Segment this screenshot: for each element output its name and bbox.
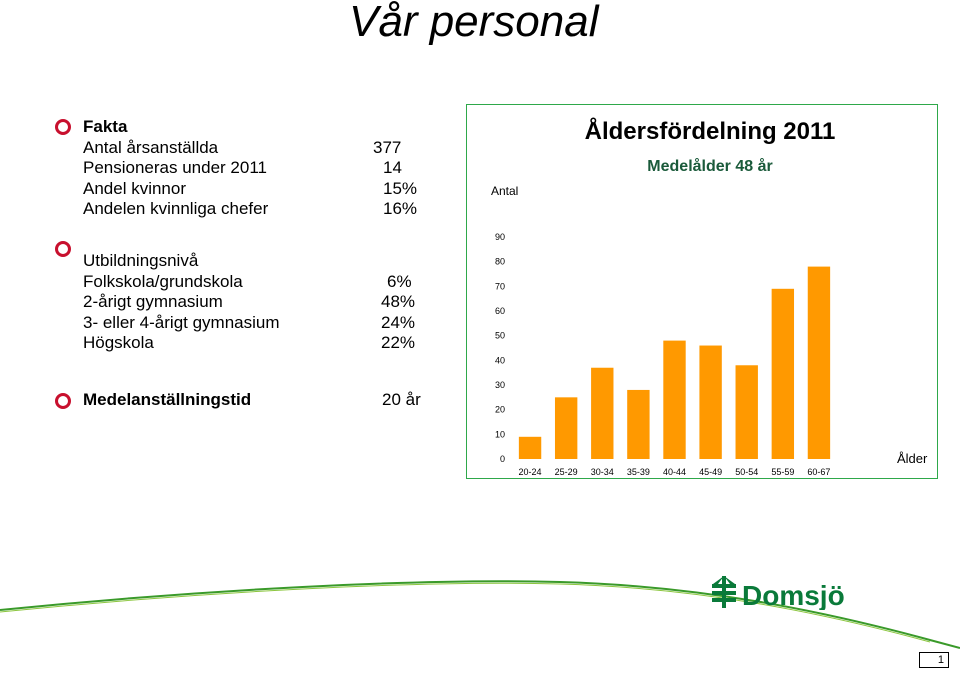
x-tick-label: 30-34: [591, 467, 614, 477]
facts-block: Fakta Antal årsanställda 377 Pensioneras…: [83, 117, 443, 220]
education-row: Högskola 22%: [83, 333, 443, 354]
fact-label: Antal årsanställda: [83, 137, 219, 157]
fact-row: Andel kvinnor 15%: [83, 179, 443, 200]
x-tick-label: 60-67: [807, 467, 830, 477]
y-tick-label: 20: [495, 405, 505, 415]
y-tick-label: 10: [495, 429, 505, 439]
fact-value: 14: [383, 158, 402, 177]
x-tick-label: 55-59: [771, 467, 794, 477]
bullet-icon: [55, 393, 71, 409]
fact-label: Pensioneras under 2011: [83, 158, 267, 177]
education-value: 22%: [381, 333, 416, 352]
facts-heading: Fakta: [83, 117, 128, 136]
y-tick-label: 50: [495, 331, 505, 341]
y-tick-label: 30: [495, 380, 505, 390]
education-label: Högskola: [83, 333, 154, 352]
chart-title: Åldersfördelning 2011: [585, 117, 836, 145]
logo-text: Domsjö: [742, 580, 845, 610]
education-value: 6%: [387, 271, 412, 291]
education-row: Folkskola/grundskola 6%: [83, 272, 443, 293]
bar-40-44: [663, 340, 686, 459]
age-distribution-chart: Åldersfördelning 2011 Medelålder 48 år A…: [466, 104, 938, 479]
education-value: 24%: [381, 312, 416, 332]
y-tick-label: 0: [500, 454, 505, 464]
education-value: 48%: [381, 292, 416, 311]
y-tick-label: 90: [495, 232, 505, 242]
y-tick-label: 60: [495, 306, 505, 316]
fact-row: Andelen kvinnliga chefer 16%: [83, 199, 443, 220]
x-tick-label: 50-54: [735, 467, 758, 477]
fact-value: 16%: [383, 199, 418, 218]
bar-25-29: [554, 397, 578, 459]
tree-icon: Domsjö: [712, 576, 845, 611]
page-title: Vår personal: [349, 0, 599, 46]
y-tick-label: 40: [495, 355, 505, 365]
bullet-icon: [55, 119, 71, 135]
domsjo-logo: Domsjö: [710, 574, 860, 611]
bar-20-24: [518, 436, 542, 459]
tenure-block: Medelanställningstid 20 år: [83, 390, 443, 411]
tenure-label: Medelanställningstid: [83, 390, 252, 409]
y-tick-label: 70: [495, 281, 505, 291]
education-heading: Utbildningsnivå: [83, 251, 199, 270]
bar-60-67: [807, 266, 831, 459]
fact-label: Andel kvinnor: [83, 178, 187, 198]
chart-subtitle: Medelålder 48 år: [647, 157, 772, 175]
tenure-row: Medelanställningstid 20 år: [83, 390, 443, 411]
x-tick-label: 25-29: [555, 467, 578, 477]
bullet-icon: [55, 241, 71, 257]
bar-30-34: [591, 367, 614, 459]
education-row: 2-årigt gymnasium 48%: [83, 292, 443, 313]
chart-svg: Åldersfördelning 2011 Medelålder 48 år A…: [491, 117, 928, 477]
education-row: 3- eller 4-årigt gymnasium 24%: [83, 313, 443, 334]
fact-value: 377: [373, 137, 402, 157]
x-tick-label: 20-24: [519, 467, 542, 477]
fact-value: 15%: [383, 178, 418, 198]
bar-45-49: [699, 345, 722, 459]
bar-50-54: [735, 365, 758, 459]
y-tick-label: 80: [495, 257, 505, 267]
education-label: 3- eller 4-årigt gymnasium: [83, 312, 280, 332]
education-label: 2-årigt gymnasium: [83, 292, 223, 311]
x-tick-label: 45-49: [699, 467, 722, 477]
bar-35-39: [627, 389, 650, 459]
education-block: Utbildningsnivå Folkskola/grundskola 6% …: [83, 251, 443, 354]
page-number: 1: [919, 652, 949, 668]
x-tick-label: 40-44: [663, 467, 686, 477]
y-axis-label: Antal: [491, 184, 518, 198]
fact-label: Andelen kvinnliga chefer: [83, 199, 269, 218]
education-label: Folkskola/grundskola: [83, 271, 243, 291]
tenure-value: 20 år: [382, 390, 421, 409]
x-tick-label: 35-39: [627, 467, 650, 477]
fact-row: Pensioneras under 2011 14: [83, 158, 443, 179]
fact-row: Antal årsanställda 377: [83, 138, 443, 159]
x-axis-label: Ålder: [897, 451, 928, 466]
bar-55-59: [771, 288, 795, 459]
